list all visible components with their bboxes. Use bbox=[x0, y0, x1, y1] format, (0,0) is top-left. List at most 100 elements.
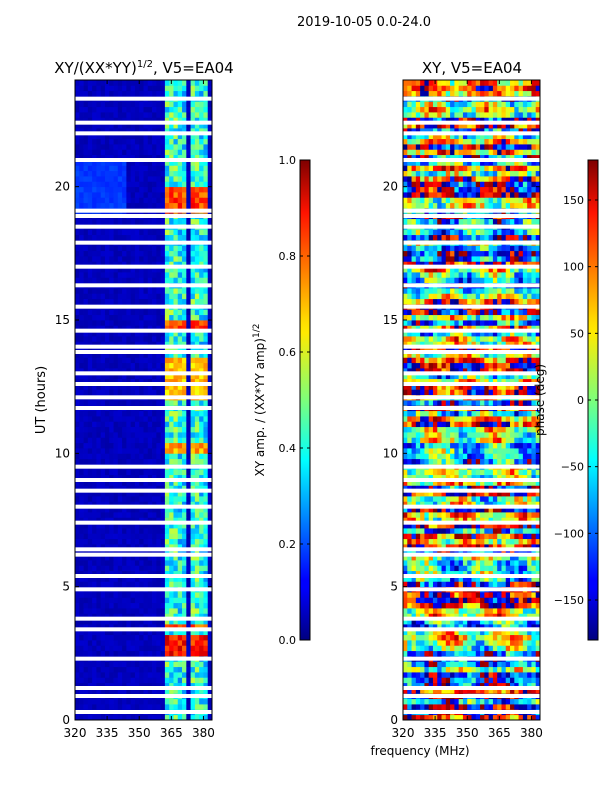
left-heatmap-cell bbox=[190, 421, 196, 428]
right-heatmap-cell bbox=[501, 677, 507, 684]
left-heatmap-cell bbox=[143, 192, 149, 198]
left-heatmap-cell bbox=[87, 341, 93, 348]
left-heatmap-cell bbox=[169, 309, 174, 316]
left-heatmap-cell bbox=[207, 597, 213, 604]
left-heatmap-cell bbox=[199, 362, 204, 369]
left-heatmap-cell bbox=[122, 448, 127, 454]
right-heatmap-cell bbox=[514, 688, 519, 694]
left-heatmap-cell bbox=[83, 442, 89, 449]
left-heatmap-cell bbox=[83, 384, 89, 390]
right-heatmap-cell bbox=[514, 714, 519, 721]
left-heatmap-cell bbox=[199, 261, 204, 268]
left-heatmap-cell bbox=[152, 122, 157, 129]
left-heatmap-cell bbox=[186, 672, 191, 678]
left-heatmap-cell bbox=[83, 112, 89, 118]
left-heatmap-cell bbox=[100, 149, 106, 156]
left-heatmap-cell bbox=[113, 613, 119, 620]
left-heatmap-cell bbox=[194, 170, 200, 177]
left-heatmap-cell bbox=[104, 293, 110, 300]
left-heatmap-cell bbox=[79, 149, 84, 156]
left-heatmap-cell bbox=[75, 192, 80, 198]
left-heatmap-cell bbox=[173, 144, 179, 150]
left-heatmap-cell bbox=[147, 597, 153, 604]
right-heatmap-cell bbox=[462, 560, 468, 566]
left-heatmap-cell bbox=[173, 341, 179, 348]
right-heatmap-cell bbox=[527, 554, 532, 561]
right-heatmap-cell bbox=[535, 565, 541, 572]
left-heatmap-cell bbox=[169, 538, 174, 545]
left-heatmap-cell bbox=[113, 426, 119, 433]
left-heatmap-cell bbox=[147, 410, 153, 417]
left-heatmap-cell bbox=[126, 101, 132, 108]
right-heatmap-cell bbox=[531, 672, 537, 678]
left-heatmap-cell bbox=[113, 650, 119, 657]
left-heatmap-cell bbox=[104, 629, 110, 636]
left-heatmap-cell bbox=[117, 144, 123, 150]
left-heatmap-cell bbox=[156, 453, 162, 460]
left-heatmap-cell bbox=[126, 122, 132, 129]
left-heatmap-cell bbox=[83, 410, 89, 417]
left-heatmap-cell bbox=[182, 682, 187, 689]
left-heatmap-cell bbox=[126, 154, 132, 161]
left-heatmap-cell bbox=[194, 458, 200, 465]
left-heatmap-cell bbox=[109, 218, 114, 225]
left-heatmap-cell bbox=[186, 421, 191, 428]
left-heatmap-cell bbox=[199, 666, 204, 673]
left-heatmap-cell bbox=[152, 400, 157, 406]
left-heatmap-cell bbox=[83, 560, 89, 566]
left-heatmap-cell bbox=[190, 160, 196, 166]
left-heatmap-cell bbox=[169, 298, 174, 305]
left-heatmap-cell bbox=[92, 640, 97, 646]
left-heatmap-cell bbox=[139, 122, 144, 129]
left-heatmap-cell bbox=[160, 432, 166, 438]
left-heatmap-cell bbox=[134, 549, 140, 556]
left-heatmap-cell bbox=[160, 362, 166, 369]
left-heatmap-cell bbox=[122, 309, 127, 316]
right-heatmap-cell bbox=[420, 538, 425, 545]
left-heatmap-cell bbox=[109, 288, 114, 294]
right-heatmap-cell bbox=[445, 549, 451, 556]
left-heatmap-cell bbox=[177, 352, 183, 358]
left-heatmap-cell bbox=[117, 176, 123, 182]
left-heatmap-cell bbox=[177, 266, 183, 273]
left-heatmap-cell bbox=[117, 448, 123, 454]
right-heatmap-cell bbox=[505, 650, 511, 657]
left-heatmap-cell bbox=[79, 458, 84, 465]
left-heatmap-cell bbox=[199, 602, 204, 609]
left-heatmap-cell bbox=[182, 474, 187, 481]
left-heatmap-cell bbox=[126, 346, 132, 353]
left-heatmap-cell bbox=[96, 218, 102, 225]
left-heatmap-cell bbox=[164, 704, 170, 710]
left-heatmap-cell bbox=[147, 309, 153, 316]
right-heatmap-cell bbox=[437, 544, 442, 550]
left-heatmap-cell bbox=[122, 432, 127, 438]
left-heatmap-cell bbox=[194, 133, 200, 140]
left-heatmap-cell bbox=[87, 629, 93, 636]
left-heatmap-cell bbox=[203, 357, 209, 364]
left-heatmap-cell bbox=[79, 160, 84, 166]
right-heatmap-cell bbox=[484, 592, 490, 598]
left-heatmap-cell bbox=[139, 117, 144, 124]
left-heatmap-cell bbox=[104, 128, 110, 134]
left-heatmap-cell bbox=[169, 336, 174, 342]
left-heatmap-cell bbox=[182, 400, 187, 406]
left-heatmap-cell bbox=[100, 261, 106, 268]
right-heatmap-cell bbox=[535, 714, 541, 721]
right-heatmap-cell bbox=[415, 645, 421, 652]
left-heatmap-cell bbox=[87, 90, 93, 97]
left-heatmap-cell bbox=[169, 389, 174, 396]
left-heatmap-cell bbox=[134, 714, 140, 721]
left-heatmap-cell bbox=[173, 528, 179, 534]
left-heatmap-cell bbox=[126, 666, 132, 673]
left-heatmap-cell bbox=[117, 202, 123, 209]
left-heatmap-cell bbox=[190, 458, 196, 465]
left-heatmap-cell bbox=[117, 149, 123, 156]
left-heatmap-cell bbox=[104, 533, 110, 540]
left-heatmap-cell bbox=[169, 501, 174, 508]
left-heatmap-cell bbox=[164, 688, 170, 694]
left-heatmap-cell bbox=[79, 133, 84, 140]
left-heatmap-cell bbox=[156, 245, 162, 252]
left-heatmap-cell bbox=[117, 266, 123, 273]
left-heatmap-cell bbox=[164, 336, 170, 342]
left-heatmap-cell bbox=[190, 122, 196, 129]
